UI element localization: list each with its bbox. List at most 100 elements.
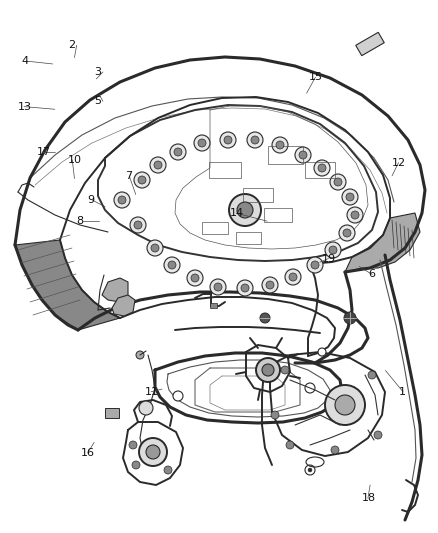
Text: 16: 16 (81, 448, 95, 458)
Circle shape (170, 144, 186, 160)
Circle shape (308, 468, 312, 472)
Circle shape (281, 366, 289, 374)
Circle shape (285, 269, 301, 285)
Circle shape (214, 283, 222, 291)
Circle shape (342, 189, 358, 205)
Bar (202, 222, 228, 234)
Text: 8: 8 (77, 216, 84, 226)
Text: 13: 13 (18, 102, 32, 111)
Circle shape (237, 280, 253, 296)
Circle shape (187, 270, 203, 286)
Circle shape (368, 371, 376, 379)
Text: 2: 2 (68, 41, 75, 50)
Circle shape (151, 244, 159, 252)
Polygon shape (15, 240, 120, 330)
Circle shape (260, 313, 270, 323)
Text: 10: 10 (68, 155, 82, 165)
Circle shape (134, 221, 142, 229)
Circle shape (307, 257, 323, 273)
Circle shape (325, 242, 341, 258)
Circle shape (335, 395, 355, 415)
Circle shape (210, 279, 226, 295)
Text: 12: 12 (392, 158, 406, 167)
Bar (210, 303, 217, 308)
Polygon shape (112, 295, 135, 316)
Text: 18: 18 (361, 494, 375, 503)
Bar (236, 232, 261, 244)
Text: 9: 9 (88, 195, 95, 205)
Text: 6: 6 (368, 270, 375, 279)
Circle shape (191, 274, 199, 282)
Circle shape (318, 348, 326, 356)
Circle shape (164, 466, 172, 474)
Circle shape (347, 207, 363, 223)
Bar (356, 33, 384, 55)
Circle shape (334, 178, 342, 186)
Circle shape (241, 284, 249, 292)
Circle shape (374, 431, 382, 439)
Text: 7: 7 (125, 171, 132, 181)
Circle shape (150, 157, 166, 173)
Circle shape (146, 445, 160, 459)
Bar (105, 408, 119, 418)
Bar (268, 146, 303, 164)
Circle shape (272, 137, 288, 153)
Circle shape (220, 132, 236, 148)
Circle shape (311, 261, 319, 269)
Circle shape (266, 281, 274, 289)
Circle shape (237, 202, 253, 218)
Circle shape (130, 217, 146, 233)
Circle shape (314, 160, 330, 176)
Bar (243, 188, 273, 202)
Circle shape (329, 246, 337, 254)
Circle shape (138, 176, 146, 184)
Circle shape (154, 161, 162, 169)
Text: 19: 19 (322, 254, 336, 263)
Text: 14: 14 (230, 208, 244, 218)
Circle shape (134, 172, 150, 188)
Circle shape (139, 438, 167, 466)
Text: 1: 1 (399, 387, 406, 397)
Circle shape (262, 364, 274, 376)
Circle shape (330, 174, 346, 190)
Circle shape (136, 351, 144, 359)
Text: 4: 4 (22, 56, 29, 66)
Text: 15: 15 (309, 72, 323, 82)
Circle shape (194, 135, 210, 151)
Circle shape (295, 147, 311, 163)
Circle shape (118, 196, 126, 204)
Circle shape (331, 446, 339, 454)
Circle shape (346, 193, 354, 201)
Circle shape (344, 312, 356, 324)
Circle shape (198, 139, 206, 147)
Bar (264, 208, 292, 222)
Text: 5: 5 (94, 96, 101, 106)
Circle shape (251, 136, 259, 144)
Circle shape (339, 225, 355, 241)
Circle shape (247, 132, 263, 148)
Circle shape (271, 411, 279, 419)
Text: 11: 11 (145, 387, 159, 397)
Circle shape (262, 277, 278, 293)
Circle shape (318, 164, 326, 172)
Circle shape (174, 148, 182, 156)
Circle shape (164, 257, 180, 273)
Text: 3: 3 (94, 67, 101, 77)
Circle shape (147, 240, 163, 256)
Circle shape (173, 391, 183, 401)
Polygon shape (102, 278, 128, 302)
Polygon shape (345, 213, 420, 272)
Circle shape (224, 136, 232, 144)
Circle shape (299, 151, 307, 159)
Circle shape (229, 194, 261, 226)
Circle shape (132, 461, 140, 469)
Circle shape (286, 441, 294, 449)
Circle shape (289, 273, 297, 281)
Circle shape (343, 229, 351, 237)
Circle shape (256, 358, 280, 382)
Circle shape (305, 383, 315, 393)
Circle shape (139, 401, 153, 415)
Circle shape (305, 465, 315, 475)
Text: 17: 17 (37, 147, 51, 157)
Bar (209, 162, 241, 178)
